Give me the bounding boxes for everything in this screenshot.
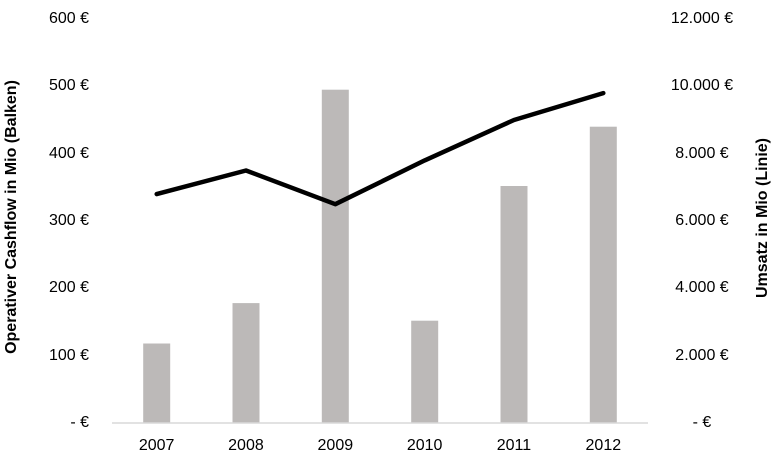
- x-axis-label-2011: 2011: [496, 437, 532, 454]
- bar-2010: [411, 320, 439, 423]
- right-tick-label: 12.000 €: [670, 10, 734, 27]
- left-tick-label: - €: [70, 414, 89, 431]
- right-tick-label: 4.000 €: [675, 279, 729, 296]
- left-tick-label: 400 €: [48, 145, 89, 162]
- right-tick-label: 2.000 €: [675, 347, 729, 364]
- left-tick-label: 200 €: [48, 279, 89, 296]
- bar-2009: [321, 89, 349, 423]
- x-axis-label-2012: 2012: [585, 437, 622, 454]
- bar-2012: [589, 126, 617, 423]
- right-tick-label: 10.000 €: [670, 77, 734, 94]
- left-tick-label: 600 €: [48, 10, 89, 27]
- right-tick-label: 6.000 €: [675, 212, 729, 229]
- left-tick-label: 500 €: [48, 77, 89, 94]
- x-axis-label-2009: 2009: [317, 437, 354, 454]
- right-tick-label: 8.000 €: [675, 145, 729, 162]
- bar-2011: [500, 186, 528, 423]
- x-axis-label-2007: 2007: [138, 437, 175, 454]
- bar-2008: [232, 303, 260, 423]
- x-axis-label-2010: 2010: [406, 437, 443, 454]
- right-tick-label: - €: [692, 414, 712, 431]
- bar-2007: [143, 343, 171, 423]
- umsatz-line: [154, 90, 606, 207]
- left-tick-label: 100 €: [48, 347, 89, 364]
- left-tick-label: 300 €: [48, 212, 89, 229]
- x-axis-label-2008: 2008: [228, 437, 264, 454]
